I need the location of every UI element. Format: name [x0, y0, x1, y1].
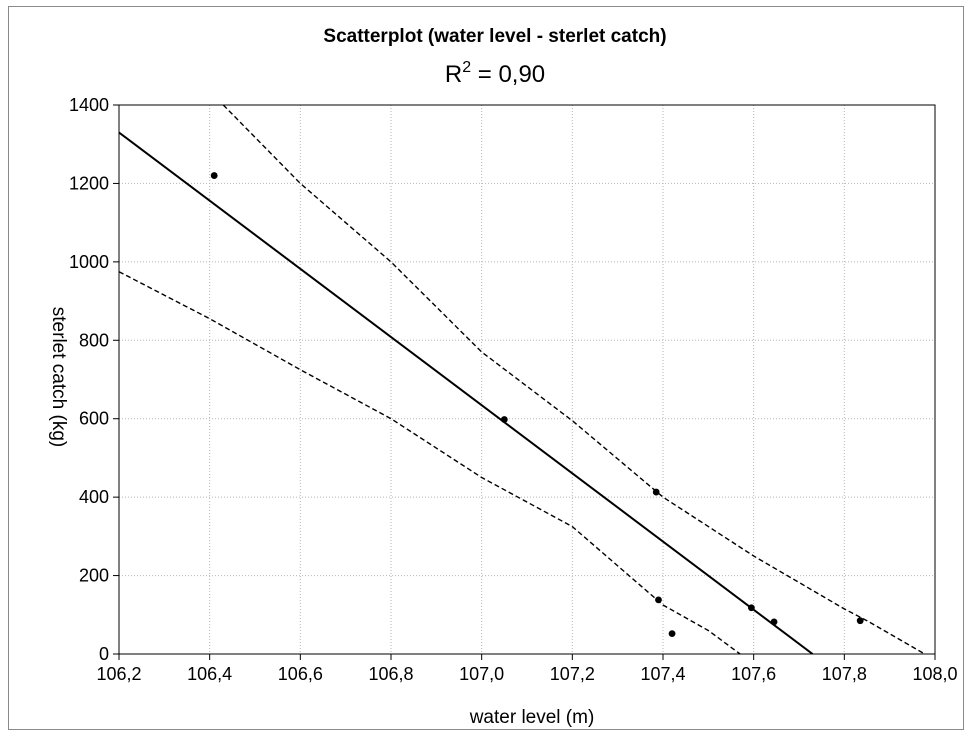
data-point — [668, 630, 676, 638]
x-tick-label: 106,4 — [187, 664, 232, 684]
y-tick-label: 600 — [79, 409, 109, 429]
y-tick-label: 400 — [79, 487, 109, 507]
y-tick-label: 0 — [99, 644, 109, 664]
axes: 106,2 106,4 106,6 106,8 107,0 107,2 107,4 107,6… — [69, 95, 958, 684]
data-point — [748, 604, 755, 612]
x-tick-label: 108,0 — [912, 664, 957, 684]
regression-line — [119, 131, 814, 654]
scatterplot-chart: Scatterplot (water level - sterlet catch… — [48, 26, 958, 728]
x-tick-label: 107,2 — [550, 664, 595, 684]
data-point — [210, 172, 218, 179]
x-tick-label: 106,6 — [278, 664, 323, 684]
data-point — [655, 596, 662, 604]
y-tick-label: 1200 — [69, 173, 109, 193]
data-point — [500, 416, 508, 423]
x-tick-label: 107,6 — [731, 664, 776, 684]
upper-confidence-line — [222, 105, 927, 654]
data-point — [770, 618, 778, 626]
chart-subtitle-r-squared: R2 = 0,90 — [445, 59, 545, 88]
y-tick-label: 1000 — [69, 252, 109, 272]
lower-confidence-line — [119, 271, 741, 654]
plot-frame — [118, 104, 936, 655]
y-axis-title: sterlet catch (kg) — [48, 307, 69, 447]
data-point — [652, 488, 660, 496]
r-squared-value: = 0,90 — [471, 61, 545, 88]
chart-title: Scatterplot (water level - sterlet catch… — [323, 26, 666, 47]
r-squared-exponent: 2 — [462, 59, 471, 76]
y-tick-label: 200 — [79, 566, 109, 586]
data-point — [856, 617, 864, 625]
x-tick-label: 106,2 — [96, 664, 141, 684]
x-tick-label: 107,8 — [822, 664, 867, 684]
y-tick-label: 1400 — [69, 95, 109, 115]
chart-frame: Scatterplot (water level - sterlet catch… — [8, 6, 964, 730]
grid — [119, 105, 935, 654]
x-tick-label: 107,0 — [459, 664, 504, 684]
x-axis-title: water level (m) — [469, 707, 595, 728]
plot-area — [119, 105, 927, 654]
y-tick-label: 800 — [79, 330, 109, 350]
r-squared-letter: R — [445, 61, 462, 88]
x-tick-label: 106,8 — [368, 664, 413, 684]
x-tick-label: 107,4 — [640, 664, 685, 684]
